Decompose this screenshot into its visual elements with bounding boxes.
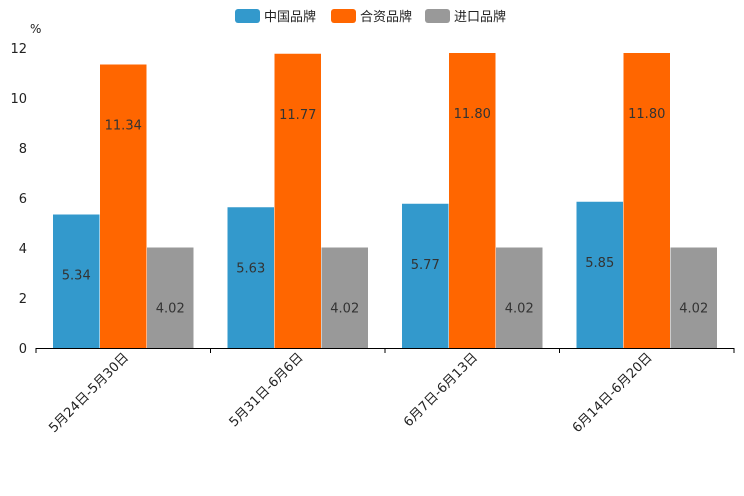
bar-1-3 <box>623 53 670 348</box>
y-tick-label: 10 <box>10 92 27 107</box>
bar-0-1 <box>227 207 274 348</box>
data-label-0-2: 5.77 <box>411 258 440 273</box>
data-label-2-0: 4.02 <box>156 302 185 317</box>
data-label-2-3: 4.02 <box>679 302 708 317</box>
legend-label-0: 中国品牌 <box>264 9 316 25</box>
data-label-0-0: 5.34 <box>62 269 91 284</box>
bar-0-2 <box>402 203 449 348</box>
y-tick-label: 6 <box>19 192 27 207</box>
bar-2-3 <box>670 247 717 348</box>
bar-1-1 <box>274 53 321 348</box>
bar-1-2 <box>449 53 496 348</box>
bar-0-3 <box>576 201 623 348</box>
data-label-2-1: 4.02 <box>330 302 359 317</box>
data-label-1-2: 11.80 <box>454 107 491 122</box>
x-category-label-2: 6月7日-6月13日 <box>401 350 481 430</box>
data-label-0-3: 5.85 <box>585 256 614 271</box>
legend-label-2: 进口品牌 <box>454 9 506 25</box>
data-label-1-3: 11.80 <box>628 107 665 122</box>
y-axis: 0 2 4 6 8 10 12 <box>10 42 27 357</box>
data-label-2-2: 4.02 <box>505 302 534 317</box>
legend-swatch-2 <box>425 9 450 23</box>
bar-0-0 <box>53 214 100 348</box>
bar-2-0 <box>147 247 194 348</box>
legend: 中国品牌 合资品牌 进口品牌 <box>235 9 506 25</box>
bar-2-1 <box>321 247 368 348</box>
data-label-0-1: 5.63 <box>236 261 265 276</box>
data-labels: 5.34 11.34 4.02 5.63 11.77 4.02 5.77 11.80 4.02 5… <box>62 107 708 317</box>
y-tick-label: 4 <box>19 242 27 257</box>
data-label-1-0: 11.34 <box>105 119 142 134</box>
x-category-label-0: 5月24日-5月30日 <box>46 350 132 436</box>
legend-label-1: 合资品牌 <box>360 9 412 25</box>
bars <box>53 53 717 348</box>
bar-1-0 <box>100 64 147 348</box>
data-label-1-1: 11.77 <box>279 108 316 123</box>
y-tick-label: 12 <box>10 42 27 57</box>
y-axis-unit-label: % <box>30 22 41 36</box>
y-tick-label: 0 <box>19 342 27 357</box>
legend-swatch-0 <box>235 9 260 23</box>
x-category-label-1: 5月31日-6月6日 <box>227 350 307 430</box>
x-category-label-3: 6月14日-6月20日 <box>570 350 656 436</box>
legend-swatch-1 <box>331 9 356 23</box>
y-tick-label: 2 <box>19 292 27 307</box>
bar-2-2 <box>496 247 543 348</box>
y-tick-label: 8 <box>19 142 27 157</box>
x-axis: 5月24日-5月30日 5月31日-6月6日 6月7日-6月13日 6月14日-6月2… <box>35 348 735 436</box>
